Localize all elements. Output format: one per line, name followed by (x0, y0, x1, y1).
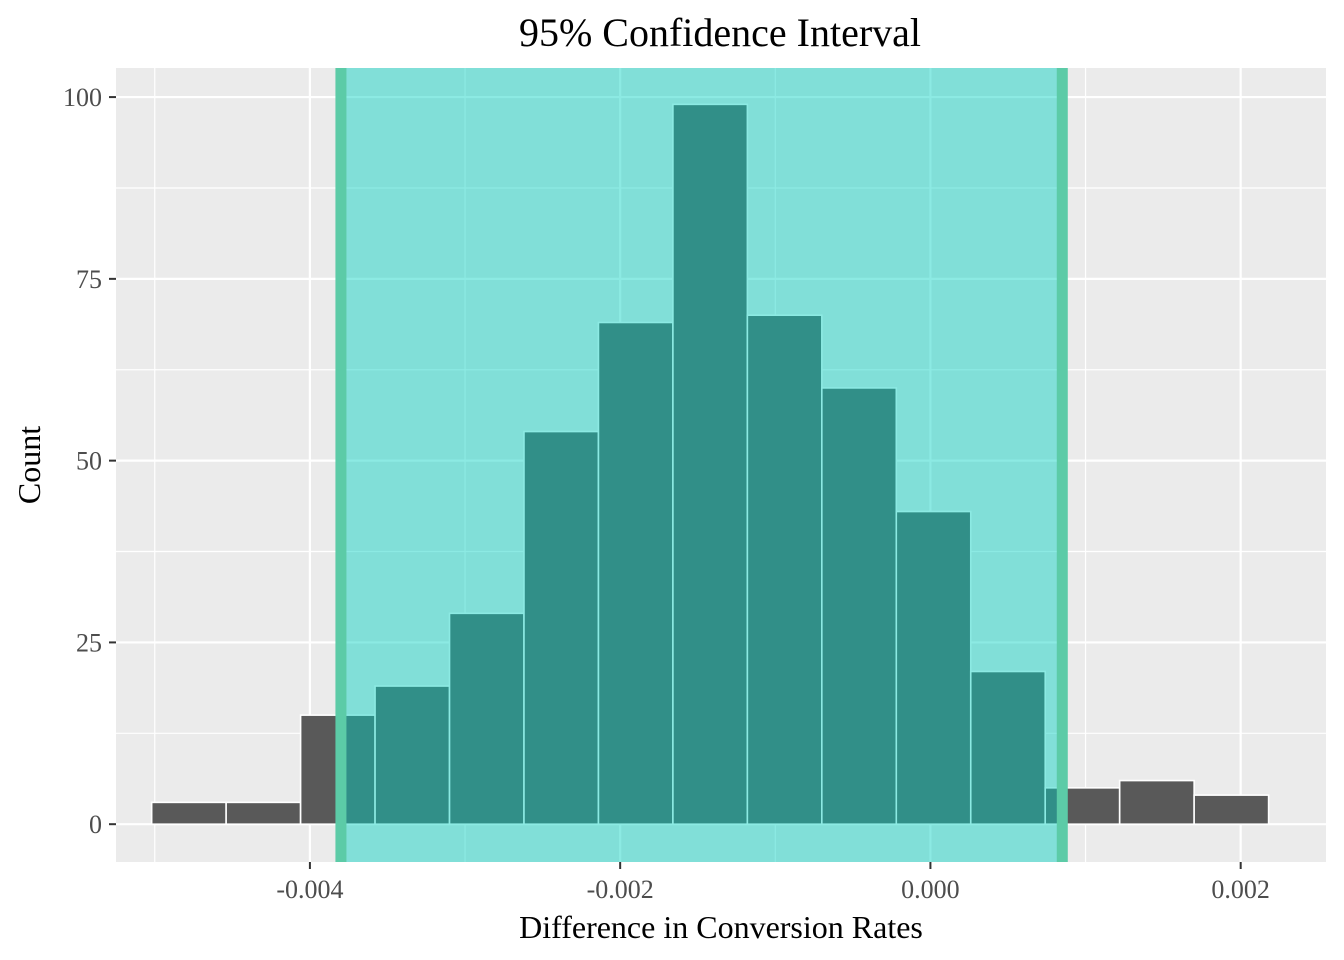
histogram-bar (225, 801, 302, 825)
x-tick-label: 0.000 (901, 875, 960, 904)
histogram-bar (895, 510, 972, 825)
histogram-bar (448, 612, 525, 825)
ci-shaded-region (340, 68, 1063, 862)
x-tick-label: -0.002 (587, 875, 654, 904)
x-tick-label: 0.002 (1211, 875, 1270, 904)
histogram-bar (746, 314, 823, 825)
histogram-bar (969, 670, 1047, 825)
chart-title: 95% Confidence Interval (519, 10, 921, 55)
histogram-bar (821, 387, 898, 825)
histogram-bar (1193, 794, 1270, 825)
histogram-bar (523, 430, 600, 825)
histogram-bar (1118, 779, 1195, 825)
x-axis-title: Difference in Conversion Rates (519, 909, 923, 945)
y-tick-label: 100 (63, 83, 102, 112)
histogram-bar (672, 103, 749, 825)
histogram-bar (150, 801, 227, 825)
y-axis: 0 25 50 75 100 (63, 83, 116, 839)
x-axis: -0.004 -0.002 0.000 0.002 (276, 862, 1270, 904)
y-tick-label: 25 (76, 628, 102, 657)
histogram-bars (150, 103, 1270, 825)
confidence-interval (335, 68, 1068, 862)
y-axis-title: Count (11, 426, 47, 504)
histogram-bar (374, 685, 451, 825)
y-tick-label: 75 (76, 265, 102, 294)
y-tick-label: 50 (76, 447, 102, 476)
x-tick-label: -0.004 (276, 875, 343, 904)
y-tick-label: 0 (89, 810, 102, 839)
